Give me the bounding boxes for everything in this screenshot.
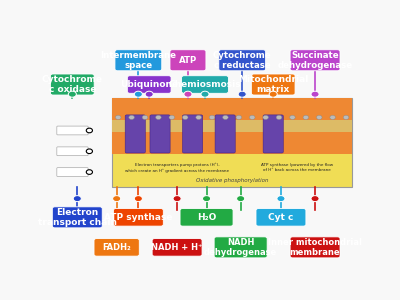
- Circle shape: [238, 91, 246, 97]
- Text: Electron transporters pump protons (H⁺),
which create an H⁺ gradient across the : Electron transporters pump protons (H⁺),…: [125, 163, 229, 173]
- FancyBboxPatch shape: [112, 120, 352, 132]
- FancyBboxPatch shape: [57, 168, 88, 176]
- Text: Mitochondrial
matrix: Mitochondrial matrix: [238, 75, 308, 94]
- Circle shape: [311, 91, 319, 97]
- FancyBboxPatch shape: [182, 76, 228, 93]
- Circle shape: [145, 91, 153, 97]
- FancyBboxPatch shape: [57, 147, 88, 156]
- Text: Ubiquinone: Ubiquinone: [120, 80, 178, 89]
- FancyBboxPatch shape: [290, 237, 340, 258]
- Circle shape: [209, 115, 215, 119]
- FancyBboxPatch shape: [125, 115, 145, 153]
- Circle shape: [182, 115, 188, 119]
- Circle shape: [134, 91, 142, 97]
- Circle shape: [184, 91, 192, 97]
- Circle shape: [343, 115, 349, 119]
- Text: Intermembrane
space: Intermembrane space: [100, 51, 176, 70]
- Text: Cytochrome
c oxidase: Cytochrome c oxidase: [42, 75, 103, 94]
- Text: ATP synthase (powered by the flow
of H⁺ back across the membrane: ATP synthase (powered by the flow of H⁺ …: [261, 164, 333, 172]
- Text: Cyt c: Cyt c: [268, 213, 294, 222]
- Text: Succinate
dehydrogenase: Succinate dehydrogenase: [278, 51, 353, 70]
- FancyBboxPatch shape: [115, 50, 162, 71]
- Circle shape: [116, 115, 121, 119]
- Text: NADH
dehydrogenase: NADH dehydrogenase: [204, 238, 277, 257]
- FancyBboxPatch shape: [57, 126, 88, 135]
- Text: NADH + H⁺: NADH + H⁺: [152, 243, 203, 252]
- Circle shape: [156, 115, 161, 119]
- Text: Inner mitochondrial
membrane: Inner mitochondrial membrane: [268, 238, 362, 257]
- FancyBboxPatch shape: [180, 208, 233, 226]
- FancyBboxPatch shape: [113, 208, 163, 226]
- FancyBboxPatch shape: [112, 98, 352, 187]
- FancyBboxPatch shape: [112, 98, 352, 154]
- Circle shape: [196, 115, 202, 119]
- Circle shape: [129, 115, 134, 119]
- Text: Chemiosmosis: Chemiosmosis: [169, 80, 241, 89]
- Circle shape: [68, 91, 76, 97]
- Circle shape: [73, 196, 81, 202]
- FancyBboxPatch shape: [182, 115, 203, 153]
- Text: FADH₂: FADH₂: [102, 243, 131, 252]
- FancyBboxPatch shape: [215, 115, 235, 153]
- FancyBboxPatch shape: [127, 76, 171, 93]
- Circle shape: [303, 115, 309, 119]
- Circle shape: [134, 196, 142, 202]
- FancyBboxPatch shape: [219, 50, 266, 71]
- Circle shape: [276, 115, 282, 119]
- Circle shape: [142, 115, 148, 119]
- Text: Cytochrome
c reductase: Cytochrome c reductase: [213, 51, 272, 70]
- Text: Oxidative phosphorylation: Oxidative phosphorylation: [196, 178, 268, 183]
- FancyBboxPatch shape: [94, 238, 139, 256]
- FancyBboxPatch shape: [52, 207, 102, 228]
- Circle shape: [277, 196, 285, 202]
- Circle shape: [311, 196, 319, 202]
- Circle shape: [202, 196, 210, 202]
- Circle shape: [86, 170, 92, 174]
- Circle shape: [86, 149, 92, 154]
- Circle shape: [201, 91, 209, 97]
- Circle shape: [263, 115, 268, 119]
- Circle shape: [237, 196, 245, 202]
- Circle shape: [330, 115, 336, 119]
- Circle shape: [86, 128, 92, 133]
- Circle shape: [173, 196, 181, 202]
- FancyBboxPatch shape: [170, 50, 206, 71]
- Circle shape: [269, 91, 277, 97]
- Circle shape: [290, 115, 295, 119]
- FancyBboxPatch shape: [290, 50, 340, 71]
- Circle shape: [169, 115, 175, 119]
- FancyBboxPatch shape: [152, 238, 202, 256]
- FancyBboxPatch shape: [251, 74, 295, 95]
- Text: ATP synthase: ATP synthase: [104, 213, 173, 222]
- Text: Electron
transport chain: Electron transport chain: [38, 208, 117, 227]
- FancyBboxPatch shape: [50, 74, 94, 95]
- Text: H₂O: H₂O: [197, 213, 216, 222]
- Circle shape: [236, 115, 242, 119]
- FancyBboxPatch shape: [263, 115, 283, 153]
- FancyBboxPatch shape: [256, 208, 306, 226]
- Circle shape: [316, 115, 322, 119]
- Circle shape: [113, 196, 121, 202]
- FancyBboxPatch shape: [150, 115, 170, 153]
- Text: ATP: ATP: [179, 56, 197, 65]
- Circle shape: [250, 115, 255, 119]
- Circle shape: [223, 115, 228, 119]
- FancyBboxPatch shape: [214, 237, 267, 258]
